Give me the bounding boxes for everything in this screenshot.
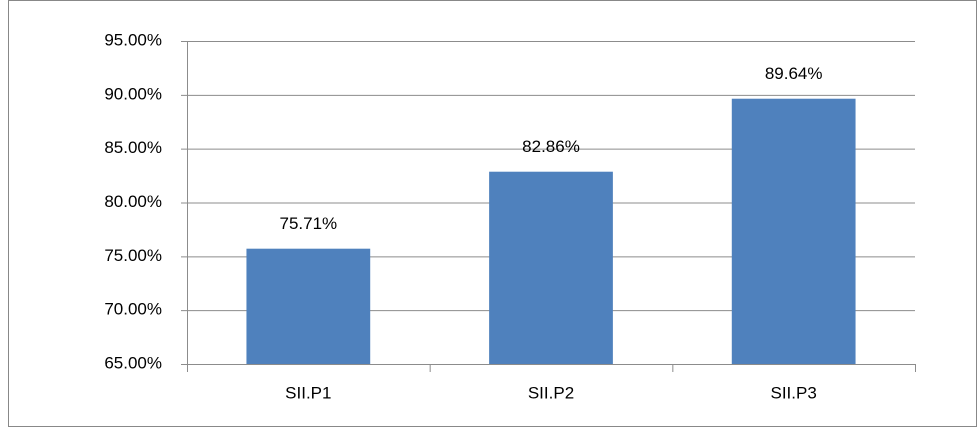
x-tick-label: SII.P2 <box>528 383 574 402</box>
y-tick-label: 95.00% <box>104 30 162 49</box>
y-tick-label: 75.00% <box>104 246 162 265</box>
y-tick-label: 65.00% <box>104 353 162 372</box>
bar <box>731 98 856 364</box>
value-label: 89.64% <box>765 64 823 83</box>
y-tick-label: 90.00% <box>104 84 162 103</box>
bar <box>246 248 371 364</box>
y-tick-label: 70.00% <box>104 300 162 319</box>
y-tick-label: 85.00% <box>104 138 162 157</box>
x-tick-label: SII.P3 <box>771 383 817 402</box>
value-label: 82.86% <box>522 137 580 156</box>
y-tick-label: 80.00% <box>104 192 162 211</box>
value-label: 75.71% <box>279 214 337 233</box>
x-tick-label: SII.P1 <box>285 383 331 402</box>
bar <box>489 171 613 364</box>
chart-frame <box>8 0 977 427</box>
